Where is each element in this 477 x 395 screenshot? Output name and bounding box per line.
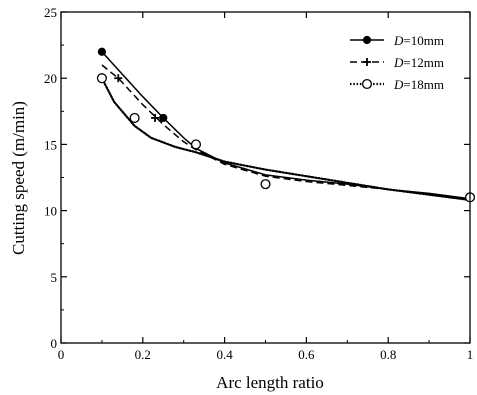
legend-label-variable: D xyxy=(393,77,404,92)
y-tick-label: 15 xyxy=(44,137,57,152)
legend-label-variable: D xyxy=(393,55,404,70)
legend-entry: D=12mm xyxy=(350,55,444,70)
data-point xyxy=(114,74,123,83)
legend-marker xyxy=(361,78,373,90)
legend-marker xyxy=(363,58,371,66)
y-tick-label: 5 xyxy=(51,270,58,285)
y-tick-label: 20 xyxy=(44,71,57,86)
data-point xyxy=(96,73,107,84)
y-tick-label: 25 xyxy=(44,5,57,20)
series-3 xyxy=(96,73,476,203)
legend-entry: D=10mm xyxy=(350,33,444,48)
y-axis-label: Cutting speed (m/min) xyxy=(9,101,28,255)
legend-marker xyxy=(362,35,372,45)
legend-label: D=18mm xyxy=(393,77,444,92)
legend-label: D=10mm xyxy=(393,33,444,48)
plot-area xyxy=(96,47,476,203)
x-tick-label: 0.8 xyxy=(380,347,396,362)
data-point xyxy=(190,139,202,150)
y-tick-label: 0 xyxy=(51,336,58,351)
data-point xyxy=(97,47,107,56)
data-point xyxy=(151,113,160,122)
legend-entry: D=18mm xyxy=(350,77,444,92)
series-line xyxy=(100,77,472,202)
legend-label: D=12mm xyxy=(393,55,444,70)
x-tick-label: 0.6 xyxy=(298,347,315,362)
data-point xyxy=(159,113,168,123)
x-axis-label: Arc length ratio xyxy=(216,373,324,392)
legend-label-variable: D xyxy=(393,33,404,48)
x-tick-label: 1 xyxy=(467,347,474,362)
legend-label-value: =18mm xyxy=(403,77,444,92)
x-tick-label: 0 xyxy=(58,347,65,362)
legend-label-value: =12mm xyxy=(403,55,444,70)
x-tick-label: 0.2 xyxy=(135,347,151,362)
data-point xyxy=(129,112,140,123)
legend-label-value: =10mm xyxy=(403,33,444,48)
data-point xyxy=(260,179,271,190)
x-tick-label: 0.4 xyxy=(216,347,233,362)
y-tick-label: 10 xyxy=(44,204,57,219)
